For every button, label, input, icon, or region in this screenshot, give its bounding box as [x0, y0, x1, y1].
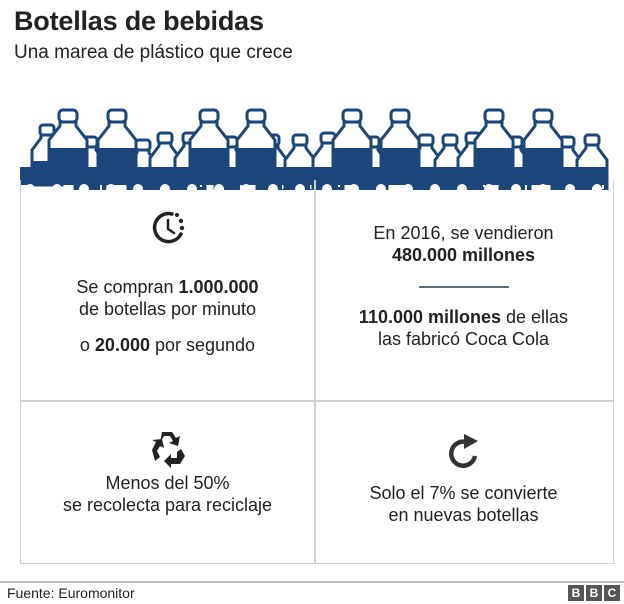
bbc-logo-letter: B: [568, 585, 584, 601]
stat-cell-purchases: Se compran 1.000.000 de botellas por min…: [21, 208, 314, 356]
recycling-label: se recolecta para reciclaje: [62, 495, 273, 515]
stat-cell-reuse: Solo el 7% se convierte en nuevas botell…: [315, 432, 612, 526]
vertical-divider: [314, 180, 316, 563]
clock-icon: [152, 211, 184, 244]
bottles-banner-icon: [20, 108, 609, 190]
horizontal-divider: [21, 400, 613, 402]
purchases-alt-prefix: o: [79, 335, 95, 355]
sales-separator: [418, 286, 509, 288]
recycling-stat: Menos del 50%: [105, 473, 230, 493]
reuse-label: en nuevas botellas: [388, 505, 539, 525]
purchases-text-prefix: Se compran: [76, 277, 179, 297]
sales-year-label: En 2016, se vendieron: [373, 223, 554, 243]
recycle-icon: [151, 432, 185, 468]
bbc-logo-letter: C: [604, 585, 620, 601]
purchases-per-second-value: 20.000: [94, 335, 150, 355]
stat-cell-sales: En 2016, se vendieron 480.000 millones 1…: [315, 222, 612, 350]
reuse-stat: Solo el 7% se convierte: [369, 483, 558, 503]
source-note: Fuente: Euromonitor: [7, 585, 135, 601]
bbc-logo: B B C: [568, 585, 620, 601]
coca-cola-label: las fabricó Coca Cola: [377, 328, 550, 349]
purchases-per-second-label: por segundo: [149, 335, 256, 355]
stat-cell-recycling: Menos del 50% se recolecta para reciclaj…: [21, 428, 314, 516]
redo-arrow-icon: [448, 434, 478, 468]
page-subtitle: Una marea de plástico que crece: [14, 42, 293, 63]
sales-total-value: 480.000 millones: [391, 245, 536, 265]
page-title: Botellas de bebidas: [14, 6, 264, 36]
coca-cola-suffix: de ellas: [501, 306, 569, 327]
footer-divider: [0, 581, 624, 583]
stats-grid: Se compran 1.000.000 de botellas por min…: [20, 180, 614, 564]
coca-cola-value: 110.000 millones: [358, 306, 502, 327]
bbc-logo-letter: B: [586, 585, 602, 601]
purchases-per-minute-label: de botellas por minuto: [78, 299, 257, 319]
purchases-per-minute-value: 1.000.000: [178, 277, 259, 297]
